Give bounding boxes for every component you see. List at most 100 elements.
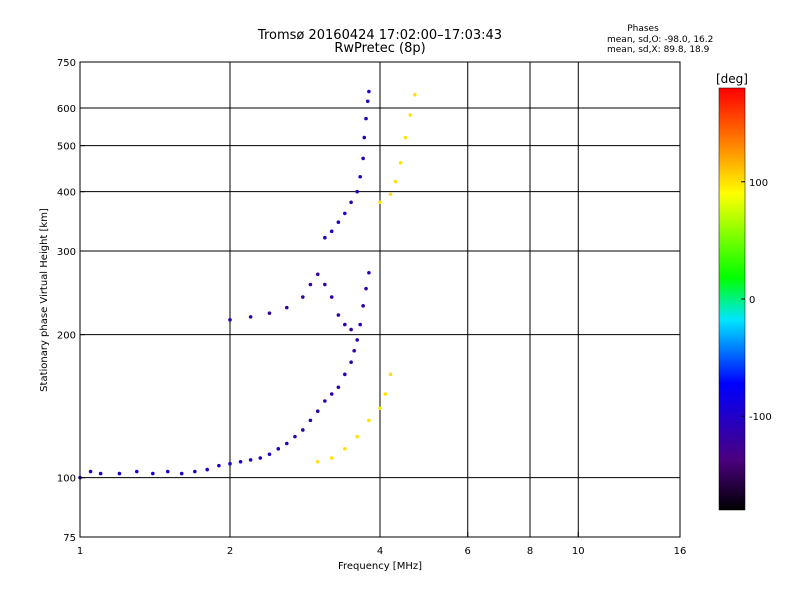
y-tick-label: 600	[57, 104, 76, 115]
x-tick-label: 10	[572, 546, 585, 557]
data-point	[98, 471, 103, 476]
data-point	[343, 447, 347, 451]
data-point	[301, 295, 305, 299]
x-tick-label: 1	[77, 546, 83, 557]
data-point	[343, 322, 347, 327]
data-point	[217, 463, 221, 468]
data-point	[117, 471, 122, 476]
x-tick-label: 2	[227, 546, 233, 557]
data-point	[284, 305, 289, 310]
data-point	[349, 360, 353, 365]
y-tick-label: 500	[57, 142, 76, 153]
x-axis-label: Frequency [MHz]	[338, 561, 422, 572]
data-point	[408, 113, 413, 117]
data-point	[364, 116, 368, 121]
data-point	[165, 469, 170, 474]
data-point	[329, 392, 334, 396]
y-tick-label: 75	[63, 533, 76, 544]
data-point	[315, 459, 320, 464]
data-point	[248, 315, 253, 319]
data-point	[336, 220, 341, 224]
data-point	[364, 286, 368, 291]
data-point	[361, 304, 365, 308]
y-tick-label: 750	[57, 58, 76, 69]
data-point	[358, 174, 362, 179]
data-point	[336, 313, 341, 317]
chart-subtitle: RwPretec (8p)	[334, 41, 425, 56]
y-tick-label: 400	[57, 188, 76, 199]
data-point	[151, 471, 155, 476]
data-point	[378, 200, 382, 205]
colorbar: [deg] 100 0 -100	[716, 72, 772, 511]
data-point	[362, 135, 367, 140]
data-point	[308, 418, 313, 423]
grid-lines	[80, 62, 680, 537]
data-point	[329, 229, 334, 234]
stats-heading: Phases	[627, 24, 659, 34]
data-point	[352, 348, 356, 353]
data-point	[358, 322, 362, 327]
colorbar-gradient	[718, 87, 746, 511]
data-point	[238, 459, 243, 464]
data-point	[276, 447, 281, 451]
y-tick-label: 300	[57, 247, 76, 258]
chart-title: Tromsø 20160424 17:02:00–17:03:43	[257, 28, 502, 43]
data-point	[398, 161, 403, 165]
data-point	[248, 458, 253, 462]
data-point	[355, 434, 359, 439]
x-tick-label: 6	[465, 546, 471, 557]
data-point	[367, 270, 371, 275]
y-tick-label: 100	[57, 474, 76, 485]
data-point	[343, 372, 347, 377]
colorbar-label: [deg]	[716, 72, 748, 86]
colorbar-tick-label: -100	[749, 412, 772, 423]
data-points	[78, 89, 417, 480]
y-axis-label: Stationary phase Virtual Height [km]	[39, 208, 50, 392]
y-tick-label: 200	[57, 331, 76, 342]
data-point	[388, 192, 393, 197]
x-tick-label: 8	[527, 546, 533, 557]
data-point	[349, 200, 353, 205]
data-point	[388, 372, 393, 377]
data-point	[284, 441, 289, 446]
data-point	[323, 399, 327, 403]
data-point	[329, 295, 334, 299]
stats-o-mode: mean, sd,O: -98.0, 16.2	[607, 35, 713, 45]
data-point	[355, 189, 359, 194]
data-point	[88, 469, 93, 474]
data-point	[205, 467, 209, 472]
data-point	[228, 317, 232, 322]
data-point	[193, 469, 197, 474]
data-point	[367, 89, 371, 94]
data-point	[301, 428, 305, 432]
stats-x-mode: mean, sd,X: 89.8, 18.9	[607, 45, 710, 55]
data-point	[365, 99, 370, 104]
data-point	[361, 156, 365, 161]
colorbar-tick-label: 0	[749, 295, 755, 306]
axis-ticks: 1 2 4 6 8 10 16 75 100 200 300 400 500 600 750	[57, 58, 686, 557]
data-point	[355, 338, 359, 342]
data-point	[403, 135, 408, 140]
data-point	[267, 311, 272, 315]
data-point	[228, 461, 232, 466]
data-point	[367, 418, 371, 423]
data-point	[258, 456, 263, 460]
data-point	[378, 406, 382, 411]
data-point	[336, 385, 341, 390]
x-tick-label: 4	[377, 546, 383, 557]
data-point	[267, 452, 272, 457]
data-point	[323, 282, 327, 287]
data-point	[293, 434, 297, 439]
data-point	[323, 235, 327, 240]
x-tick-label: 16	[674, 546, 687, 557]
data-point	[383, 392, 388, 396]
data-point	[329, 456, 334, 460]
data-point	[393, 179, 398, 184]
data-point	[343, 211, 347, 216]
data-point	[413, 92, 417, 97]
data-point	[134, 469, 139, 474]
data-point	[349, 327, 353, 332]
data-point	[308, 282, 313, 287]
data-point	[315, 272, 320, 277]
